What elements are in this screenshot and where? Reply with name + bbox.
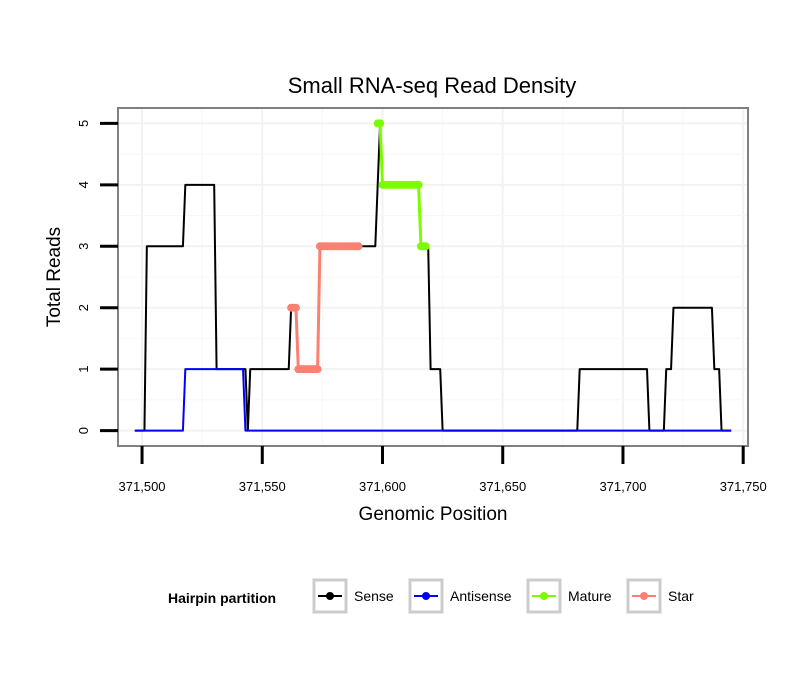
- y-tick-label: 0: [76, 427, 91, 434]
- x-tick-label: 371,500: [119, 479, 166, 494]
- x-tick-label: 371,700: [599, 479, 646, 494]
- legend-key-marker: [422, 592, 430, 600]
- legend-entry-mature: Mature: [526, 578, 612, 614]
- plot-border: [117, 107, 749, 447]
- data-point-star: [313, 365, 322, 374]
- y-tick-label: 3: [76, 243, 91, 250]
- x-tick-label: 371,650: [479, 479, 526, 494]
- legend-label-antisense: Antisense: [450, 588, 512, 604]
- legend-label-star: Star: [668, 588, 694, 604]
- x-tick-label: 371,750: [720, 479, 767, 494]
- legend-key-marker: [540, 592, 548, 600]
- x-axis: 371,500 371,550 371,600 371,650 371,700 371,7…: [119, 446, 767, 494]
- series-line-antisense: [134, 368, 732, 432]
- y-tick-label: 1: [76, 366, 91, 373]
- x-axis-label: Genomic Position: [359, 504, 508, 525]
- legend-label-sense: Sense: [354, 588, 394, 604]
- legend-key-marker: [640, 592, 648, 600]
- x-tick-label: 371,600: [359, 479, 406, 494]
- legend-entry-antisense: Antisense: [408, 578, 512, 614]
- data-point-mature: [376, 119, 385, 128]
- y-tick-label: 4: [76, 181, 91, 188]
- x-tick-label: 371,550: [239, 479, 286, 494]
- legend-entry-sense: Sense: [312, 578, 394, 614]
- legend-entry-star: Star: [626, 578, 694, 614]
- legend-title: Hairpin partition: [168, 590, 276, 606]
- data-point-mature: [421, 242, 430, 251]
- legend-key-marker: [326, 592, 334, 600]
- data-point-star: [354, 242, 363, 251]
- data-point-mature: [414, 180, 423, 189]
- series-layer: [134, 119, 732, 432]
- y-axis: 0 1 2 3 4 5: [76, 120, 118, 434]
- data-point-star: [291, 303, 300, 312]
- y-tick-label: 2: [76, 304, 91, 311]
- legend-label-mature: Mature: [568, 588, 612, 604]
- y-axis-label: Total Reads: [44, 227, 65, 327]
- chart-title: Small RNA-seq Read Density: [288, 73, 577, 98]
- legend: Hairpin partition Sense Antisense Mature St…: [168, 578, 694, 614]
- y-tick-label: 5: [76, 120, 91, 127]
